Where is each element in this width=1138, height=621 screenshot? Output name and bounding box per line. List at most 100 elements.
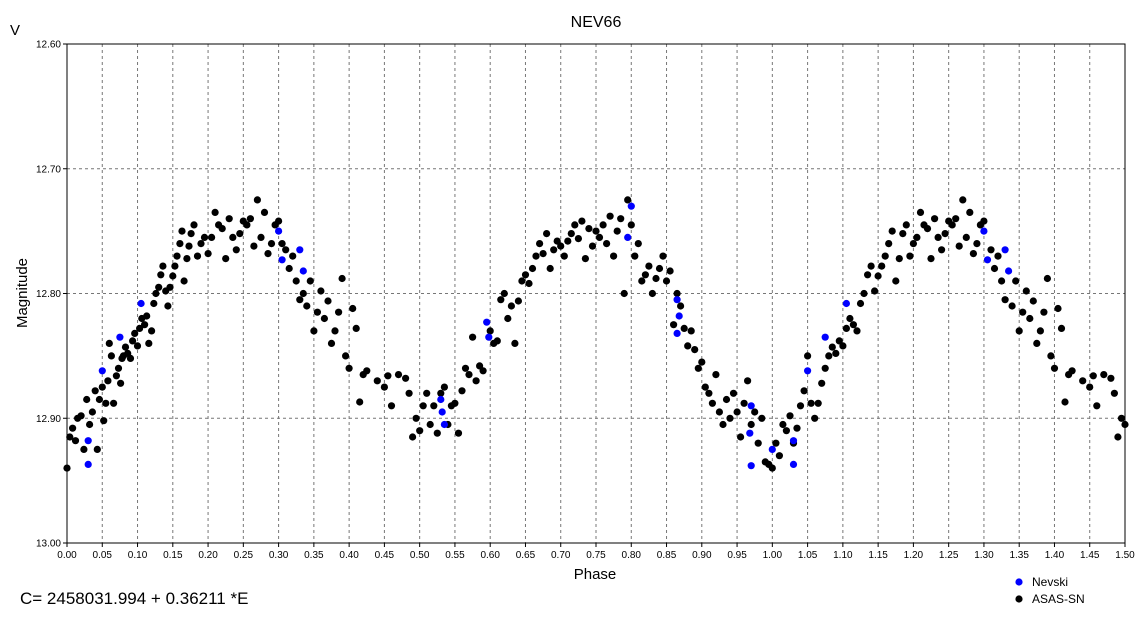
x-tick-label: 1.15 [868, 550, 888, 561]
point-asas-sn [324, 297, 332, 305]
point-asas-sn [800, 387, 808, 395]
x-tick-label: 1.40 [1045, 550, 1065, 561]
point-asas-sn [285, 264, 293, 273]
point-asas-sn [715, 408, 724, 416]
point-asas-sn [173, 252, 181, 260]
point-asas-sn [849, 321, 858, 329]
point-asas-sn [553, 237, 561, 245]
point-nevski [673, 296, 681, 304]
point-asas-sn [832, 349, 840, 357]
x-tick-label: 0.40 [339, 550, 359, 561]
x-tick-label: 1.20 [904, 550, 924, 561]
point-asas-sn [927, 255, 935, 263]
point-asas-sn [521, 271, 530, 279]
point-asas-sn [779, 420, 787, 429]
point-asas-sn [416, 427, 424, 435]
point-asas-sn [327, 339, 336, 347]
point-asas-sn [157, 271, 165, 279]
point-asas-sn [169, 272, 177, 280]
point-asas-sn [104, 377, 112, 385]
point-asas-sn [352, 324, 360, 332]
point-asas-sn [906, 252, 914, 260]
point-asas-sn [112, 372, 120, 380]
point-nevski [440, 420, 448, 429]
point-nevski [1001, 246, 1009, 254]
point-asas-sn [166, 283, 174, 291]
point-asas-sn [218, 225, 226, 233]
point-asas-sn [430, 402, 438, 410]
point-asas-sn [818, 379, 826, 387]
x-tick-label: 0.30 [269, 550, 289, 561]
point-asas-sn [282, 246, 290, 254]
point-asas-sn [786, 412, 794, 420]
point-asas-sn [246, 215, 254, 223]
x-tick-label: 0.95 [727, 550, 747, 561]
point-asas-sn [183, 255, 191, 263]
point-asas-sn [546, 264, 554, 273]
point-asas-sn [349, 304, 357, 313]
point-asas-sn [532, 252, 540, 260]
point-asas-sn [83, 395, 91, 404]
point-asas-sn [296, 296, 304, 304]
point-asas-sn [159, 262, 167, 270]
point-asas-sn [257, 233, 265, 241]
point-asas-sn [423, 389, 431, 397]
point-nevski [137, 299, 145, 308]
point-asas-sn [136, 324, 144, 332]
point-asas-sn [458, 387, 466, 395]
point-asas-sn [624, 196, 632, 204]
point-asas-sn [363, 367, 371, 375]
point-asas-sn [701, 383, 709, 391]
point-asas-sn [100, 417, 108, 425]
point-asas-sn [998, 277, 1006, 285]
point-asas-sn [1019, 308, 1027, 316]
point-asas-sn [71, 437, 80, 445]
point-asas-sn [687, 327, 695, 335]
point-asas-sn [1086, 383, 1094, 391]
point-asas-sn [775, 452, 784, 460]
data-points [63, 196, 1129, 472]
point-asas-sn [303, 302, 311, 310]
point-asas-sn [733, 408, 741, 416]
point-asas-sn [317, 287, 325, 295]
point-asas-sn [185, 242, 193, 250]
point-asas-sn [603, 240, 611, 248]
point-asas-sn [1121, 420, 1129, 429]
x-tick-label: 0.25 [234, 550, 254, 561]
point-asas-sn [835, 337, 843, 345]
point-asas-sn [80, 445, 88, 453]
point-asas-sn [610, 252, 618, 260]
point-asas-sn [1054, 304, 1062, 313]
point-asas-sn [539, 250, 547, 258]
point-nevski [673, 329, 681, 337]
x-tick-label: 0.45 [375, 550, 395, 561]
point-asas-sn [1089, 372, 1097, 380]
point-asas-sn [966, 208, 974, 216]
point-asas-sn [564, 237, 572, 245]
point-asas-sn [222, 255, 230, 263]
point-nevski [746, 429, 754, 437]
point-nevski [84, 460, 92, 468]
x-tick-label: 0.35 [304, 550, 324, 561]
point-asas-sn [190, 221, 198, 229]
point-asas-sn [694, 364, 702, 372]
point-asas-sn [934, 233, 942, 241]
point-asas-sn [648, 289, 657, 298]
point-asas-sn [121, 343, 130, 351]
point-asas-sn [885, 240, 893, 248]
x-tick-label: 1.25 [939, 550, 959, 561]
point-asas-sn [952, 215, 960, 223]
point-asas-sn [1043, 274, 1051, 283]
point-asas-sn [1117, 414, 1126, 422]
point-asas-sn [726, 414, 734, 422]
point-asas-sn [114, 364, 123, 372]
point-nevski [983, 256, 992, 264]
legend-label-nevski: Nevski [1032, 575, 1068, 589]
point-asas-sn [804, 352, 812, 360]
point-asas-sn [69, 424, 77, 432]
point-asas-sn [1050, 364, 1059, 372]
point-asas-sn [814, 399, 822, 407]
point-asas-sn [941, 230, 949, 238]
point-asas-sn [574, 235, 583, 243]
